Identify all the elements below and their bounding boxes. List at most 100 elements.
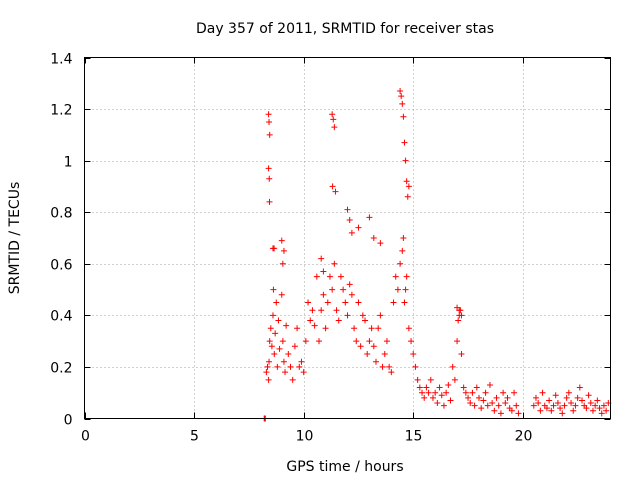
data-point <box>603 407 610 414</box>
data-point <box>438 392 445 399</box>
data-point <box>445 381 452 388</box>
data-point <box>307 317 314 324</box>
data-point <box>300 369 307 376</box>
data-point <box>432 389 439 396</box>
data-point <box>370 343 377 350</box>
data-point <box>460 384 467 391</box>
data-point <box>355 224 362 231</box>
data-point <box>414 376 421 383</box>
data-point <box>402 157 409 164</box>
data-point <box>447 397 454 404</box>
x-tick-label: 10 <box>296 429 314 445</box>
data-point <box>443 389 450 396</box>
data-point <box>412 363 419 370</box>
data-point <box>264 363 271 370</box>
data-point <box>421 394 428 401</box>
data-point <box>348 291 355 298</box>
data-point <box>484 402 491 409</box>
data-point <box>469 389 476 396</box>
x-tick-labels: 0 5 10 15 20 <box>81 429 532 445</box>
data-point <box>416 384 423 391</box>
data-point <box>269 312 276 319</box>
data-point <box>568 400 575 407</box>
data-point <box>574 394 581 401</box>
y-tick-label: 0 <box>64 413 73 429</box>
data-point <box>333 307 340 314</box>
data-point <box>266 175 273 182</box>
data-point <box>359 312 366 319</box>
data-point <box>329 286 336 293</box>
data-point <box>400 113 407 120</box>
data-point <box>585 392 592 399</box>
data-point <box>587 400 594 407</box>
data-point <box>381 351 388 358</box>
data-point <box>287 363 294 370</box>
data-point <box>265 111 272 118</box>
data-point <box>554 400 561 407</box>
data-point <box>266 358 273 365</box>
data-point <box>427 376 434 383</box>
data-point <box>340 286 347 293</box>
data-point <box>279 260 286 267</box>
data-point <box>557 405 564 412</box>
data-point <box>563 394 570 401</box>
data-point <box>410 351 417 358</box>
data-point <box>326 273 333 280</box>
x-tick-label: 15 <box>405 429 423 445</box>
data-point <box>579 397 586 404</box>
data-point <box>375 325 382 332</box>
data-point <box>390 299 397 306</box>
data-point <box>313 273 320 280</box>
data-point <box>276 345 283 352</box>
data-point <box>357 343 364 350</box>
data-point <box>388 369 395 376</box>
data-point <box>532 394 539 401</box>
data-point <box>329 183 336 190</box>
data-point <box>408 338 415 345</box>
data-point <box>397 88 404 95</box>
plot-frame <box>84 57 611 419</box>
data-point <box>462 389 469 396</box>
data-point <box>486 381 493 388</box>
data-point <box>454 338 461 345</box>
y-tick-label: 0.6 <box>50 258 72 274</box>
data-point <box>589 407 596 414</box>
data-point <box>329 111 336 118</box>
data-point <box>266 198 273 205</box>
data-point <box>366 214 373 221</box>
data-point <box>274 363 281 370</box>
data-point <box>265 376 272 383</box>
data-point <box>552 392 559 399</box>
data-point <box>561 402 568 409</box>
data-point <box>366 338 373 345</box>
data-point <box>324 299 331 306</box>
data-point <box>267 325 274 332</box>
x-tick-label: 0 <box>81 429 90 445</box>
data-point <box>456 307 463 314</box>
data-point <box>280 247 287 254</box>
data-point <box>535 400 542 407</box>
data-point <box>351 325 358 332</box>
data-point <box>291 343 298 350</box>
data-point <box>275 317 282 324</box>
data-point <box>342 299 349 306</box>
data-point <box>565 389 572 396</box>
data-point <box>401 139 408 146</box>
data-point <box>296 363 303 370</box>
data-points <box>261 88 612 422</box>
data-point <box>502 400 509 407</box>
data-point <box>266 131 273 138</box>
data-point <box>559 410 566 417</box>
data-point <box>272 330 279 337</box>
data-point <box>344 312 351 319</box>
data-point <box>331 260 338 267</box>
data-point <box>598 410 605 417</box>
y-tick-label: 1.4 <box>50 52 72 68</box>
data-point <box>330 116 337 123</box>
data-point <box>458 351 465 358</box>
data-point <box>594 397 601 404</box>
data-point <box>270 286 277 293</box>
data-point <box>458 312 465 319</box>
data-point <box>263 369 270 376</box>
